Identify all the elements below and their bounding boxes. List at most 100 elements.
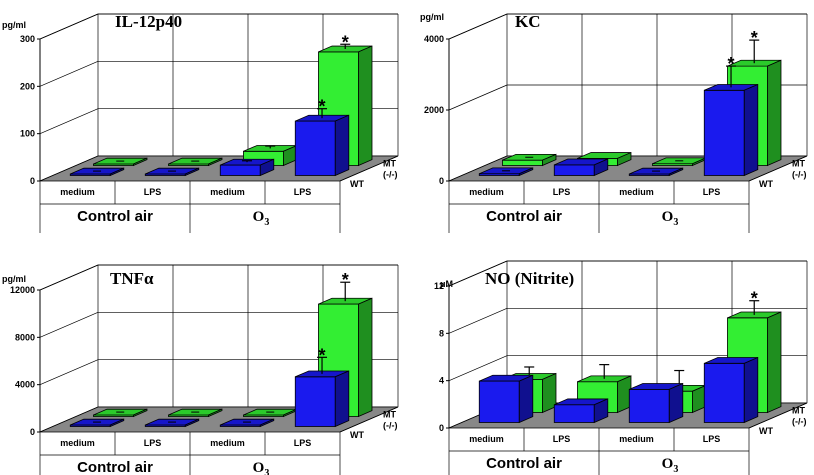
chart-title: NO (Nitrite) — [485, 269, 574, 288]
ozone-symbol: O — [253, 460, 265, 475]
category-label-medium: medium — [469, 187, 504, 197]
series-label-mt-sub: (-/-) — [383, 170, 398, 180]
bar-side-wt — [542, 153, 557, 167]
bar-front-mt — [294, 376, 336, 427]
significance-star-mt: * — [728, 54, 735, 74]
left-wall-top — [448, 13, 508, 40]
y-unit-label: μM — [440, 279, 453, 289]
floor-right-edge — [339, 155, 399, 182]
bar-front-wt — [502, 159, 543, 166]
y-tick-label: 200 — [20, 81, 35, 91]
category-label-medium: medium — [619, 434, 654, 444]
bar-side-mt — [593, 398, 609, 424]
bar-side-mt — [668, 167, 684, 177]
gridline-left-wall — [448, 84, 508, 111]
bar-side-wt — [358, 45, 373, 167]
series-label-mt-sub: (-/-) — [792, 417, 807, 427]
series-label-mt: MT — [383, 159, 396, 169]
series-label-mt: MT — [792, 406, 805, 416]
series-label-wt: WT — [350, 179, 364, 189]
significance-star-mt: * — [319, 345, 326, 365]
bar-side-mt — [518, 374, 534, 424]
bar-front-mt — [703, 89, 745, 176]
ozone-subscript: 3 — [264, 468, 269, 475]
y-tick-label: 2000 — [424, 105, 444, 115]
significance-star-mt: * — [319, 97, 326, 117]
bar-side-mt — [334, 114, 350, 177]
bar-side-wt — [617, 375, 632, 414]
y-tick-label: 0 — [30, 427, 35, 437]
group-label-ozone: O3 — [662, 456, 679, 475]
bar-side-mt — [518, 167, 534, 177]
series-label-mt: MT — [383, 410, 396, 420]
bar-front-mt — [294, 120, 336, 176]
category-label-lps: LPS — [294, 187, 312, 197]
category-label-medium: medium — [619, 187, 654, 197]
bar-side-mt — [334, 370, 350, 428]
bar-side-mt — [109, 167, 125, 177]
y-tick-label: 0 — [30, 176, 35, 186]
bar-front-mt — [703, 362, 745, 423]
category-label-lps: LPS — [703, 434, 721, 444]
ozone-subscript: 3 — [673, 464, 678, 475]
category-label-medium: medium — [60, 187, 95, 197]
group-label-control-air: Control air — [486, 208, 562, 225]
bar-side-mt — [743, 83, 759, 177]
bar-side-mt — [593, 158, 609, 177]
y-unit-label: pg/ml — [2, 274, 26, 284]
floor-right-edge — [748, 402, 808, 429]
bar-side-mt — [668, 382, 684, 424]
ozone-subscript: 3 — [673, 217, 678, 228]
category-label-medium: medium — [210, 187, 245, 197]
y-tick-label: 12 — [434, 281, 444, 291]
category-label-lps: LPS — [553, 434, 571, 444]
gridline-left-wall — [448, 355, 508, 381]
bar-side-wt — [767, 59, 782, 167]
chart-title: IL-12p40 — [115, 12, 182, 31]
category-label-lps: LPS — [703, 187, 721, 197]
series-label-mt: MT — [792, 159, 805, 169]
ozone-symbol: O — [662, 456, 674, 472]
chart-title: TNFα — [110, 269, 154, 288]
chart-panel-il12p40: 0 100 200 300 medium LPS medium LPS Control air O… — [2, 12, 399, 233]
series-label-wt: WT — [759, 426, 773, 436]
group-label-control-air: Control air — [77, 459, 153, 475]
bar-side-mt — [259, 418, 275, 428]
bar-side-wt — [208, 408, 223, 418]
gridline-left-wall — [39, 61, 99, 87]
significance-star-wt: * — [342, 270, 349, 290]
bar-side-wt — [542, 372, 557, 414]
y-tick-label: 4000 — [15, 380, 35, 390]
bar-side-mt — [184, 418, 200, 428]
category-label-lps: LPS — [553, 187, 571, 197]
y-unit-label: pg/ml — [420, 12, 444, 22]
chart-panel-tnfa: 0 4000 8000 12000 medium LPS medium LPS Control … — [2, 264, 399, 475]
category-label-medium: medium — [469, 434, 504, 444]
ozone-symbol: O — [662, 209, 674, 225]
category-label-lps: LPS — [144, 187, 162, 197]
y-tick-label: 8000 — [15, 332, 35, 342]
gridline-left-wall — [39, 108, 99, 134]
category-label-lps: LPS — [144, 438, 162, 448]
bar-front-mt — [478, 380, 520, 423]
bar-side-wt — [133, 408, 148, 418]
chart-title: KC — [515, 12, 541, 31]
group-label-ozone: O3 — [253, 209, 270, 228]
gridline-left-wall — [39, 359, 99, 385]
group-label-ozone: O3 — [253, 460, 270, 475]
bar-front-mt — [628, 388, 670, 423]
bar-front-mt — [553, 164, 595, 176]
group-label-control-air: Control air — [486, 455, 562, 472]
left-wall-top — [39, 264, 99, 291]
category-label-medium: medium — [60, 438, 95, 448]
series-label-mt-sub: (-/-) — [383, 421, 398, 431]
left-wall-top — [39, 13, 99, 40]
chart-panel-kc: 0 2000 4000 medium LPS medium LPS Control air O3… — [420, 12, 808, 233]
bar-side-mt — [743, 356, 759, 424]
significance-star-wt: * — [751, 289, 758, 309]
left-wall-top — [448, 260, 508, 287]
y-tick-label: 12000 — [10, 285, 35, 295]
bar-side-wt — [358, 297, 373, 418]
y-tick-label: 0 — [439, 176, 444, 186]
ozone-subscript: 3 — [264, 217, 269, 228]
